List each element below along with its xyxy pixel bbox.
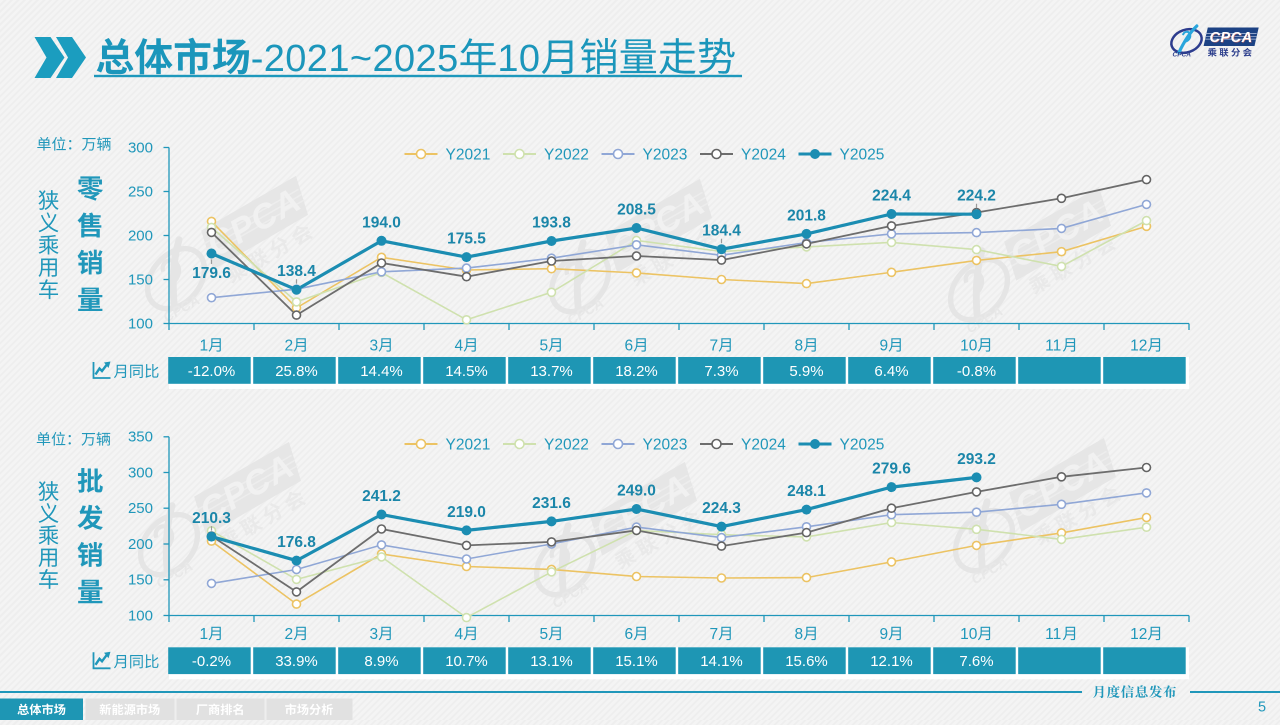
svg-text:18.2%: 18.2%: [615, 363, 658, 380]
svg-text:Y2023: Y2023: [643, 436, 688, 453]
svg-text:4: 4: [454, 338, 463, 355]
svg-text:100: 100: [128, 607, 153, 624]
svg-text:-0.2%: -0.2%: [192, 653, 231, 670]
svg-text:CPCA: CPCA: [1209, 30, 1252, 46]
svg-text:Y2024: Y2024: [741, 146, 786, 163]
svg-text:12: 12: [1130, 626, 1147, 643]
svg-text:14.4%: 14.4%: [360, 363, 403, 380]
svg-text:10.7%: 10.7%: [445, 653, 488, 670]
svg-text:3: 3: [369, 626, 378, 643]
svg-text:Y2021: Y2021: [446, 436, 491, 453]
svg-text:249.0: 249.0: [617, 482, 656, 499]
svg-text:350: 350: [128, 429, 153, 446]
svg-text:241.2: 241.2: [362, 488, 401, 505]
svg-text:Y2022: Y2022: [544, 146, 589, 163]
svg-text:184.4: 184.4: [702, 223, 741, 240]
svg-text:5: 5: [539, 338, 548, 355]
svg-text:175.5: 175.5: [447, 231, 486, 248]
svg-text:6: 6: [624, 338, 633, 355]
svg-text:248.1: 248.1: [787, 483, 826, 500]
svg-text:33.9%: 33.9%: [275, 653, 318, 670]
svg-text:-12.0%: -12.0%: [188, 363, 236, 380]
svg-text:2: 2: [284, 338, 293, 355]
svg-text:5.9%: 5.9%: [789, 363, 823, 380]
svg-text:200: 200: [128, 227, 153, 244]
svg-text:1: 1: [199, 338, 208, 355]
svg-text:15.1%: 15.1%: [615, 653, 658, 670]
svg-text:1: 1: [199, 626, 208, 643]
svg-text:179.6: 179.6: [192, 265, 231, 282]
svg-text:10: 10: [960, 626, 978, 643]
svg-text:Y2022: Y2022: [544, 436, 589, 453]
svg-text:231.6: 231.6: [532, 495, 571, 512]
svg-text:6: 6: [624, 626, 633, 643]
svg-text:Y2024: Y2024: [741, 436, 786, 453]
svg-text:14.1%: 14.1%: [700, 653, 743, 670]
svg-text:CPCA: CPCA: [1173, 52, 1192, 59]
svg-text:Y2023: Y2023: [643, 146, 688, 163]
svg-text:11: 11: [1045, 338, 1061, 355]
svg-text:224.2: 224.2: [957, 188, 996, 205]
svg-text:Y2025: Y2025: [840, 436, 885, 453]
svg-text:7.3%: 7.3%: [704, 363, 738, 380]
svg-text:210.3: 210.3: [192, 510, 231, 527]
svg-text:-0.8%: -0.8%: [957, 363, 996, 380]
svg-text:300: 300: [128, 464, 153, 481]
svg-text:15.6%: 15.6%: [785, 653, 828, 670]
svg-text:Y2025: Y2025: [840, 146, 885, 163]
svg-text:14.5%: 14.5%: [445, 363, 488, 380]
svg-text:2: 2: [284, 626, 293, 643]
svg-text:10: 10: [960, 338, 978, 355]
svg-text:13.7%: 13.7%: [530, 363, 573, 380]
svg-text:11: 11: [1045, 626, 1061, 643]
svg-text:7.6%: 7.6%: [959, 653, 993, 670]
svg-text:8.9%: 8.9%: [364, 653, 398, 670]
svg-text:7: 7: [709, 338, 718, 355]
svg-text:13.1%: 13.1%: [530, 653, 573, 670]
svg-text:194.0: 194.0: [362, 214, 401, 231]
svg-text:9: 9: [879, 626, 888, 643]
svg-text:250: 250: [128, 183, 153, 200]
svg-text:6.4%: 6.4%: [874, 363, 908, 380]
svg-text:10: 10: [497, 38, 540, 80]
svg-text:208.5: 208.5: [617, 202, 656, 219]
svg-text:293.2: 293.2: [957, 451, 996, 468]
svg-text:7: 7: [709, 626, 718, 643]
svg-text:CPCA: CPCA: [1210, 30, 1253, 46]
svg-text:8: 8: [794, 626, 803, 643]
svg-text:12: 12: [1130, 338, 1147, 355]
svg-text:4: 4: [454, 626, 463, 643]
svg-text:5: 5: [539, 626, 548, 643]
svg-text:5: 5: [1258, 700, 1266, 716]
svg-text:8: 8: [794, 338, 803, 355]
svg-text:-2021~2025: -2021~2025: [251, 38, 459, 80]
svg-text:193.8: 193.8: [532, 214, 571, 231]
svg-text:279.6: 279.6: [872, 461, 911, 478]
svg-text:12.1%: 12.1%: [870, 653, 913, 670]
svg-text:100: 100: [128, 315, 153, 332]
svg-text:25.8%: 25.8%: [275, 363, 318, 380]
svg-text:219.0: 219.0: [447, 504, 486, 521]
svg-text:Y2021: Y2021: [446, 146, 491, 163]
svg-text:224.4: 224.4: [872, 188, 911, 205]
svg-text:176.8: 176.8: [277, 534, 316, 551]
svg-text:250: 250: [128, 500, 153, 517]
svg-text:9: 9: [879, 338, 888, 355]
svg-text:224.3: 224.3: [702, 500, 741, 517]
svg-text:200: 200: [128, 536, 153, 553]
svg-text:150: 150: [128, 271, 153, 288]
svg-text:3: 3: [369, 338, 378, 355]
svg-text:201.8: 201.8: [787, 207, 826, 224]
svg-text:138.4: 138.4: [277, 263, 316, 280]
svg-text:300: 300: [128, 139, 153, 156]
svg-text:150: 150: [128, 572, 153, 589]
